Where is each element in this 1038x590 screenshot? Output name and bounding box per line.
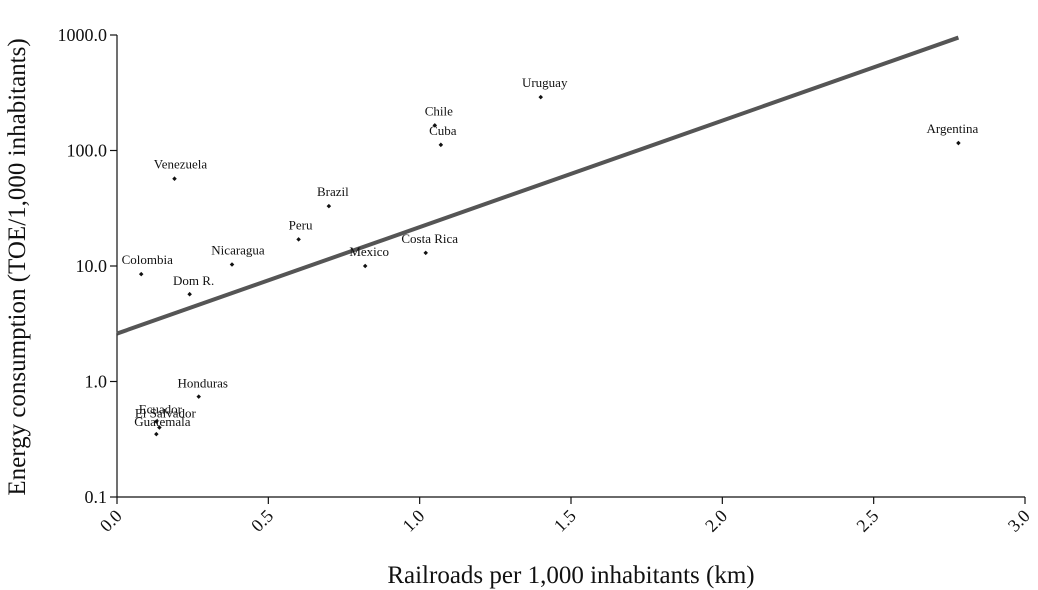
data-point [157, 425, 162, 430]
trendline-group [116, 35, 960, 336]
data-point [196, 394, 201, 399]
point-label: Colombia [122, 252, 174, 267]
y-axis-title: Energy consumption (TOE/1,000 inhabitant… [4, 38, 31, 495]
point-label: Uruguay [522, 75, 568, 90]
x-ticks: 0.0 0.5 1.0 1.5 2.0 2.5 3.0 [96, 497, 1034, 536]
x-tick-label: 2.0 [701, 506, 731, 536]
axes [116, 35, 1025, 498]
y-tick-label: 0.1 [85, 487, 108, 507]
data-point [432, 123, 438, 128]
point-label: Nicaragua [211, 243, 265, 258]
data-point [154, 431, 159, 437]
point-label: Venezuela [154, 157, 208, 172]
x-tick-label: 0.5 [247, 506, 277, 536]
point-label: El Salvador [135, 405, 197, 420]
point-label: Costa Rica [401, 231, 458, 246]
data-point [423, 250, 428, 256]
y-tick-label: 1.0 [85, 372, 108, 392]
data-point [172, 176, 177, 181]
point-label: Cuba [429, 123, 457, 138]
x-tick-label: 3.0 [1004, 506, 1034, 536]
y-tick-label: 1000.0 [58, 25, 108, 45]
y-ticks: 0.1 1.0 10.0 100.0 1000.0 [58, 25, 117, 507]
y-tick-label: 100.0 [67, 141, 108, 161]
x-axis-title: Railroads per 1,000 inhabitants (km) [387, 562, 754, 589]
point-label: Mexico [349, 244, 389, 259]
point-label: Honduras [177, 376, 228, 391]
x-tick-label: 2.5 [852, 506, 882, 536]
data-point [326, 203, 332, 209]
x-tick-label: 1.0 [398, 506, 428, 536]
point-label: Guatemala [134, 414, 191, 429]
data-point [138, 271, 144, 277]
point-label: Peru [289, 217, 313, 232]
point-label: Chile [425, 103, 453, 118]
trendline [116, 35, 960, 336]
data-point [362, 263, 368, 269]
point-label: Dom R. [173, 273, 214, 288]
x-tick-label: 1.5 [550, 506, 580, 536]
data-points [138, 94, 961, 437]
point-label: Ecuador [139, 402, 183, 417]
data-point [296, 237, 301, 242]
data-point [187, 291, 192, 297]
point-label: Brazil [317, 184, 349, 199]
point-label: Argentina [927, 121, 979, 136]
data-point [229, 262, 235, 267]
data-point [538, 94, 543, 100]
data-point [438, 142, 444, 148]
y-tick-label: 10.0 [76, 256, 108, 276]
data-point [956, 140, 961, 146]
x-tick-label: 0.0 [96, 506, 126, 536]
point-labels: Uruguay Chile Cuba Argentina Venezuela Brazil… [122, 75, 979, 429]
